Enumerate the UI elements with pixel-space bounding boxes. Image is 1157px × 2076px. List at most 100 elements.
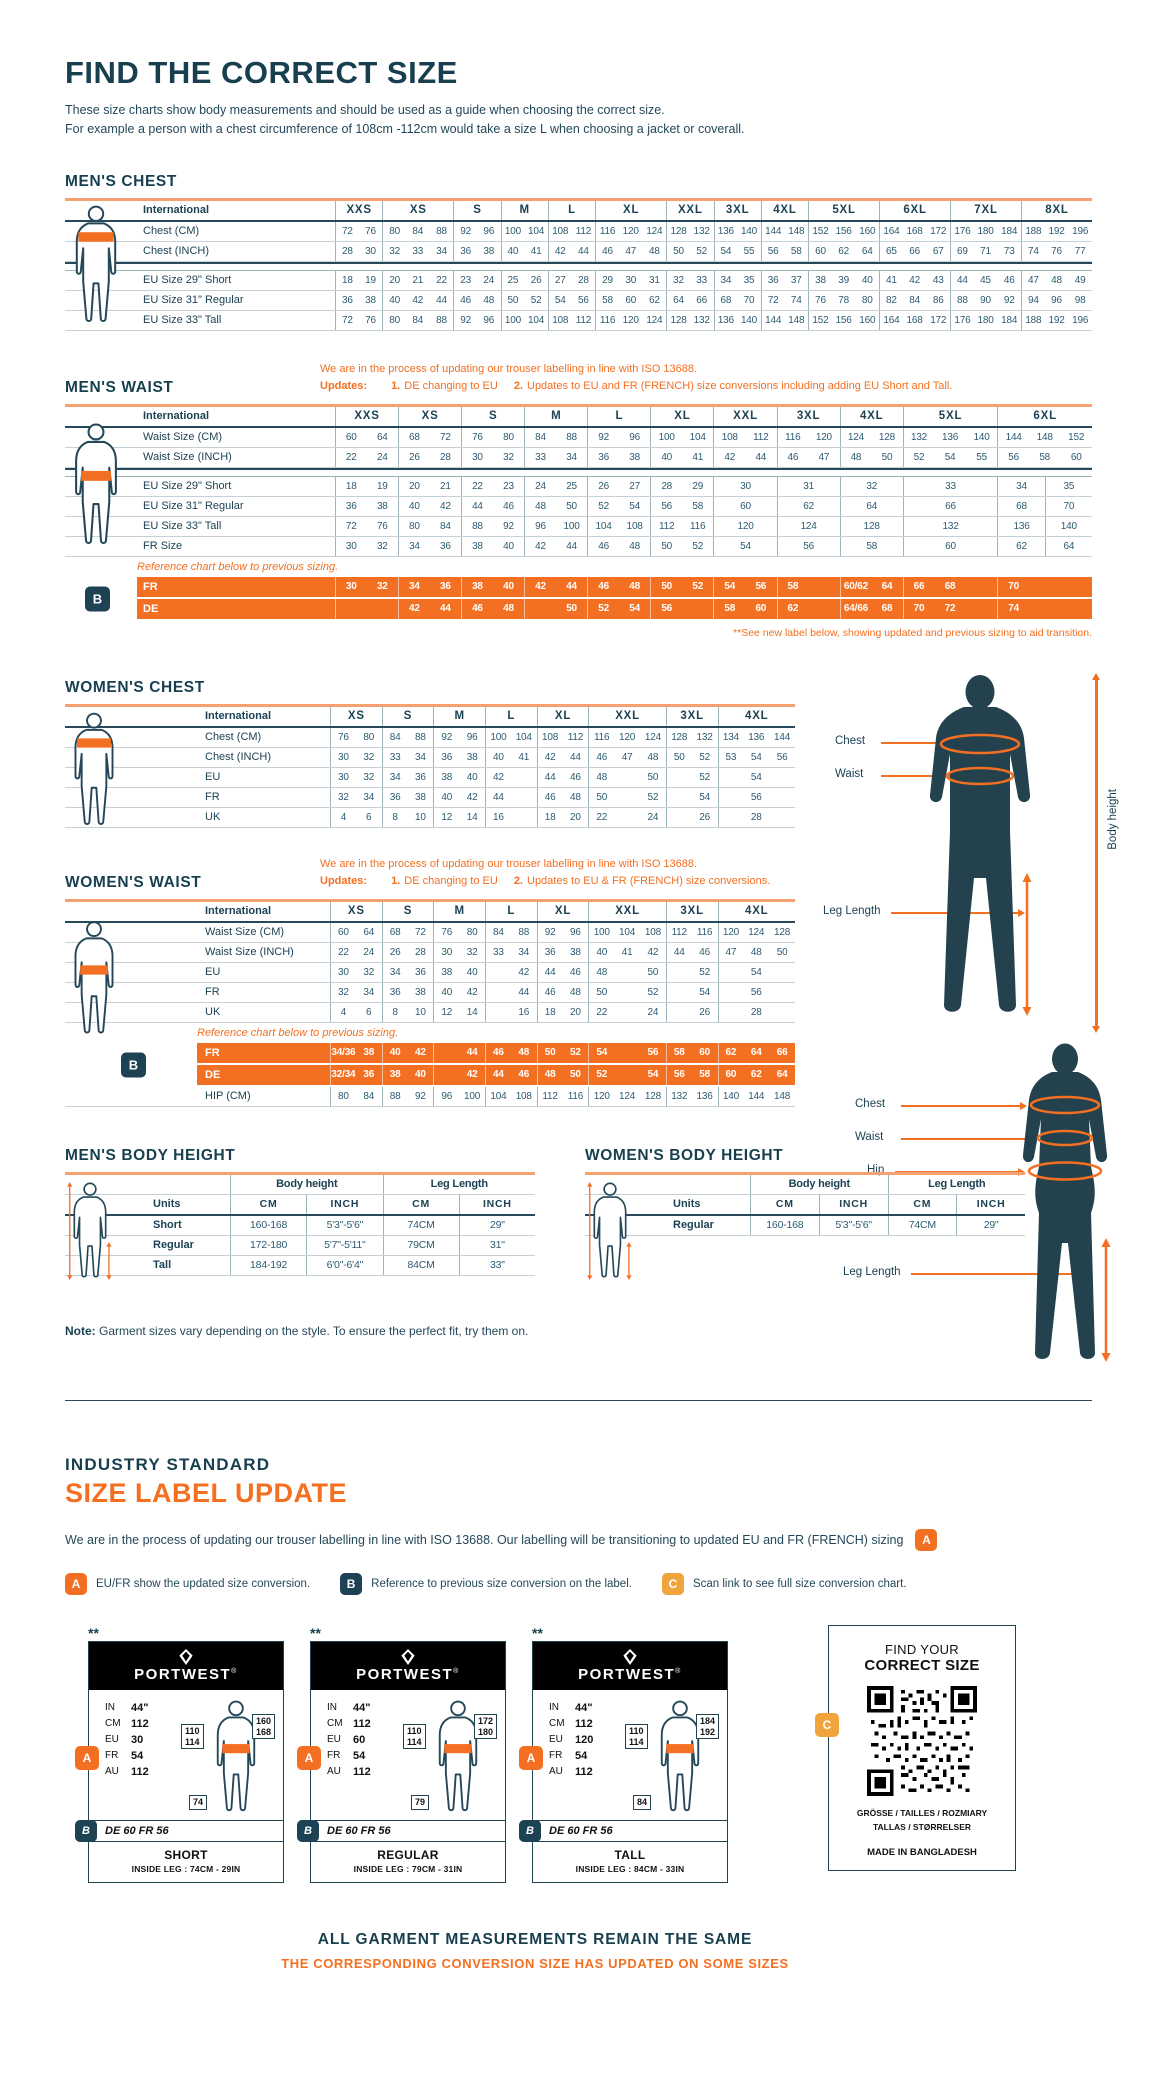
size-cell [965, 576, 998, 597]
size-cell: 50 [666, 241, 690, 261]
size-cell: 88 [436, 314, 447, 326]
size-cell: 60 [717, 1064, 744, 1085]
size-cell: 4XL [839, 406, 903, 426]
spec-value: 60 [353, 1733, 366, 1746]
table-row: EU Size 29" Short 18 19 20 21 22 23 24 25 26 27 28 2… [65, 270, 1092, 291]
size-cell: 24 [647, 811, 659, 823]
size-cell: 26 [398, 447, 430, 467]
size-cell: 42 [713, 447, 745, 467]
size-cell: 42 [459, 1064, 485, 1085]
size-cell: 32 [376, 540, 388, 552]
size-cell: 20 [570, 1006, 581, 1018]
size-cell: 18 [335, 476, 367, 496]
size-cell: 48 [570, 986, 581, 998]
garment-label: PORTWEST® A IN 44" CM 112 EU 120 FR 54 AU 112 110 114… [519, 1640, 728, 1883]
size-cell: 44 [578, 245, 589, 257]
size-label-card: ** PORTWEST® A IN 44" CM 112 EU 30 FR 54 AU 112 110 11… [75, 1625, 284, 1883]
size-cell: 120 [717, 922, 744, 942]
size-cell: 76 [330, 727, 356, 747]
size-cell: 100 [500, 221, 525, 241]
size-cell: XXL [713, 406, 776, 426]
table-row: EU Size 33" Tall 72 76 80 84 88 92 96 100 104 108 1… [65, 310, 1092, 331]
size-cell: 68 [997, 496, 1044, 516]
iso-update-note: We are in the process of updating our tr… [320, 856, 770, 892]
size-cell: 44 [429, 598, 462, 619]
size-cell: 64 [861, 245, 873, 257]
size-cell: 76 [461, 427, 493, 447]
size-cell: 144 [760, 310, 785, 330]
size-cell: 7XL [950, 200, 1021, 220]
size-cell: 4 [330, 1002, 356, 1022]
size-cell: 24 [524, 476, 556, 496]
size-cell: 60 [691, 1042, 718, 1063]
size-cell: XL [650, 406, 713, 426]
size-cell: 48 [1051, 274, 1062, 286]
row-label: Waist Size (INCH) [143, 451, 232, 464]
size-cell: 40 [381, 1042, 408, 1063]
size-cell: 38 [365, 294, 376, 306]
size-cell: 120 [622, 225, 639, 237]
section-title: WOMEN'S CHEST [65, 678, 205, 696]
row-label: International [205, 905, 272, 918]
size-cell: 94 [1021, 290, 1045, 310]
size-spec-row: IN 44" [549, 1700, 627, 1716]
size-cell: 34 [713, 270, 738, 290]
size-cell [511, 788, 537, 807]
legend-item-a: A EU/FR show the updated size conversion. [65, 1572, 310, 1595]
row-label: DE [65, 598, 335, 619]
note-label: Note: [65, 1323, 96, 1338]
table-row: FR 32 34 36 38 40 42 44 46 48 50 52 54 56 [65, 787, 795, 808]
size-cell: 80 [398, 516, 430, 536]
size-cell: 164 [879, 310, 903, 330]
row-label: FR [205, 986, 220, 999]
size-cell: 10 [415, 811, 426, 823]
mens-chest-section: MEN'S CHEST International XXS XS S M L XL XXL 3X… [65, 173, 1092, 331]
size-cell: 50 [650, 576, 682, 597]
size-cell: 124 [619, 1090, 636, 1102]
size-cell: 30 [330, 747, 356, 767]
size-cell [485, 982, 511, 1002]
size-cell: 71 [980, 245, 991, 257]
size-spec-row: FR 54 [105, 1748, 183, 1764]
size-cell: Body height [230, 1174, 383, 1194]
body-height-label: Body height [1107, 788, 1119, 850]
size-cell: 32 [382, 241, 406, 261]
size-cell: 132 [693, 314, 710, 326]
size-cell: 128 [644, 1090, 661, 1102]
size-cell: 36 [453, 241, 477, 261]
spec-label: CM [549, 1718, 565, 1730]
size-cell: 84 [909, 294, 920, 306]
size-cell: Leg Length [382, 1174, 536, 1194]
fit-name: TALL [614, 1847, 646, 1862]
table-row: Tall 184-192 6'0"-6'4" 84CM 33" [65, 1255, 535, 1276]
size-cell: 112 [665, 922, 692, 942]
row-label: Short [153, 1219, 182, 1232]
size-spec-row: EU 60 [327, 1732, 405, 1748]
size-cell: 72 [934, 598, 966, 619]
inside-leg-text: INSIDE LEG : 84CM - 33IN [575, 1863, 685, 1874]
size-cell: 22 [461, 476, 493, 496]
size-cell: 3XL [713, 200, 761, 220]
size-cell: 52 [699, 771, 710, 783]
size-cell: 47 [1021, 270, 1045, 290]
chest-label: Chest [835, 734, 866, 747]
size-cell: 72 [760, 290, 785, 310]
size-cell: 112 [575, 314, 592, 326]
size-cell: 140 [1044, 516, 1092, 536]
size-cell: 54 [547, 290, 572, 310]
size-cell: 36 [415, 966, 426, 978]
size-cell: Leg Length [887, 1174, 1026, 1194]
size-cell [769, 768, 795, 787]
size-cell: 108 [536, 727, 563, 747]
spec-label: EU [105, 1734, 119, 1746]
size-cell: 14 [466, 1006, 478, 1018]
height-measure-box: 184 192 [695, 1713, 719, 1740]
size-cell: 68 [871, 598, 903, 619]
size-cell: 44 [536, 962, 563, 982]
size-cell: 42 [524, 576, 556, 597]
size-cell: 21 [440, 480, 451, 492]
size-cell: 38 [629, 451, 640, 463]
size-cell: 31 [648, 274, 660, 286]
size-cell: 52 [681, 576, 714, 597]
size-cell: 29 [692, 480, 704, 492]
